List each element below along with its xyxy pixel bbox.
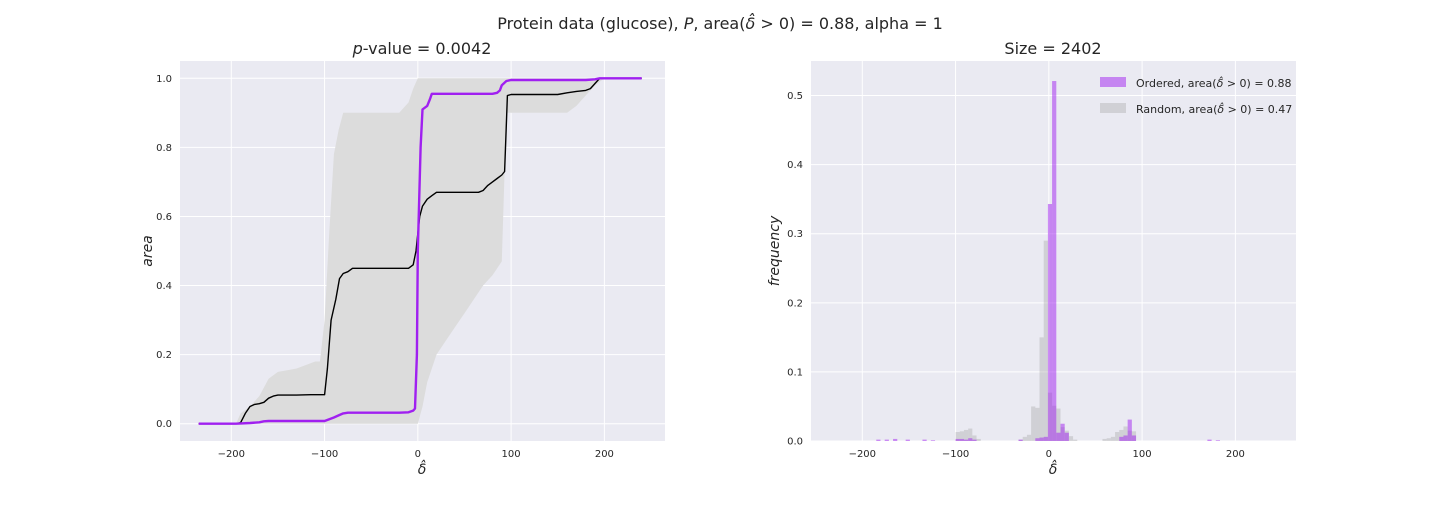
- ordered-histogram-bar: [1119, 436, 1124, 441]
- x-tick-label: 100: [1133, 449, 1152, 460]
- histogram-title: Size = 2402: [1004, 39, 1101, 58]
- ordered-histogram-bar: [1043, 436, 1048, 441]
- random-histogram-bar: [1102, 438, 1107, 441]
- x-tick-label: 0: [1046, 449, 1052, 460]
- ordered-histogram-bar: [1047, 204, 1053, 441]
- area-chart-x-ticks: −200 −100 0 100 200: [218, 449, 614, 460]
- random-histogram-bar: [1022, 436, 1027, 441]
- area-chart-y-ticks: 0.0 0.2 0.4 0.6 0.8 1.0: [156, 74, 172, 430]
- area-chart-lines: [198, 77, 642, 425]
- confidence-band: [198, 78, 642, 424]
- legend-label-random: Random, area(δ̂ > 0) = 0.47: [1136, 102, 1292, 116]
- y-tick-label: 0.4: [156, 281, 172, 292]
- ordered-histogram-bar: [1056, 432, 1061, 441]
- random-histogram-bar: [976, 438, 981, 441]
- x-tick-label: −100: [311, 449, 338, 460]
- random-histogram-bar: [1026, 434, 1032, 441]
- ordered-histogram-bar: [1035, 438, 1040, 441]
- histogram-y-label: frequency: [767, 215, 783, 286]
- random-histogram-bar: [959, 431, 964, 441]
- random-histogram-bar: [1073, 439, 1078, 441]
- ordered-histogram-bar: [959, 438, 964, 441]
- random-histogram-bar: [1039, 337, 1044, 441]
- x-tick-label: −200: [849, 449, 876, 460]
- random-histogram-bar: [1123, 426, 1128, 441]
- random-histogram-bar: [1031, 406, 1036, 441]
- area-chart-x-label: δ̂: [418, 459, 427, 478]
- histogram-x-label: δ̂: [1049, 459, 1058, 478]
- ordered-histogram-bar: [1018, 439, 1023, 441]
- ordered-histogram-bar: [1060, 423, 1065, 441]
- x-tick-label: −200: [218, 449, 245, 460]
- ordered-histogram-bar: [905, 439, 910, 441]
- y-tick-label: 0.4: [787, 160, 803, 171]
- histogram-panel: −200 −100 0 100 200 0.0 0.1 0.2 0.3 0.4 0.5 Size …: [767, 39, 1296, 478]
- random-histogram-bar: [1043, 240, 1048, 441]
- y-tick-label: 1.0: [156, 74, 172, 85]
- y-tick-label: 0.0: [787, 437, 803, 448]
- ordered-histogram-bar: [1215, 440, 1220, 441]
- ordered-histogram-bar: [968, 438, 973, 441]
- y-tick-label: 0.2: [787, 298, 803, 309]
- ordered-histogram-bar: [876, 439, 881, 441]
- random-histogram-bar: [1106, 438, 1111, 441]
- figure-suptitle: Protein data (glucose), P, area(δ̂ > 0) …: [497, 13, 943, 33]
- random-histogram-bar: [968, 428, 973, 441]
- random-histogram-bar: [1119, 429, 1124, 441]
- random-histogram-bar: [963, 429, 969, 441]
- random-histogram-bar: [1115, 432, 1120, 441]
- x-tick-label: 200: [595, 449, 614, 460]
- x-tick-label: 200: [1226, 449, 1245, 460]
- y-tick-label: 0.1: [787, 367, 803, 378]
- ordered-histogram-bar: [893, 438, 898, 441]
- ordered-histogram-bar: [1052, 81, 1057, 441]
- area-chart-panel: −200 −100 0 100 200 0.0 0.2 0.4 0.6 0.8 1.0 p-val…: [140, 39, 665, 478]
- histogram-x-ticks: −200 −100 0 100 200: [849, 449, 1245, 460]
- ordered-histogram-bar: [963, 439, 969, 441]
- ordered-area-line: [198, 77, 642, 425]
- histogram-bars: [876, 81, 1220, 441]
- ordered-histogram-bar: [922, 439, 927, 441]
- random-histogram-bar: [1035, 407, 1040, 441]
- ordered-histogram-bar: [930, 440, 936, 441]
- y-tick-label: 0.0: [156, 419, 172, 430]
- ordered-histogram-bar: [972, 439, 977, 441]
- ordered-histogram-bar: [884, 439, 889, 441]
- histogram-legend: Ordered, area(δ̂ > 0) = 0.88 Random, are…: [1100, 76, 1292, 116]
- histogram-y-ticks: 0.0 0.1 0.2 0.3 0.4 0.5: [787, 91, 803, 447]
- x-tick-label: 0: [415, 449, 421, 460]
- random-histogram-bar: [955, 432, 960, 441]
- ordered-histogram-bar: [1039, 437, 1044, 441]
- y-tick-label: 0.3: [787, 229, 803, 240]
- random-histogram-bar: [1110, 436, 1116, 441]
- y-tick-label: 0.6: [156, 212, 172, 223]
- ordered-histogram-bar: [1207, 439, 1212, 441]
- legend-label-ordered: Ordered, area(δ̂ > 0) = 0.88: [1136, 76, 1292, 90]
- ordered-histogram-bar: [1131, 435, 1137, 441]
- area-chart-title: p-value = 0.0042: [352, 39, 492, 58]
- random-histogram-bar: [972, 435, 977, 441]
- x-tick-label: −100: [942, 449, 969, 460]
- random-area-band: [198, 78, 642, 424]
- area-chart-y-label: area: [140, 235, 156, 267]
- y-tick-label: 0.5: [787, 91, 803, 102]
- ordered-histogram-bar: [955, 438, 960, 441]
- ordered-histogram-bar: [1127, 419, 1132, 441]
- legend-swatch-random: [1100, 103, 1126, 113]
- y-tick-label: 0.2: [156, 350, 172, 361]
- random-histogram-bar: [1068, 436, 1074, 441]
- random-histogram-bar: [1056, 408, 1061, 441]
- y-tick-label: 0.8: [156, 143, 172, 154]
- x-tick-label: 100: [502, 449, 521, 460]
- ordered-histogram-bar: [1123, 435, 1128, 441]
- legend-swatch-ordered: [1100, 77, 1126, 87]
- ordered-histogram-bar: [1064, 432, 1069, 441]
